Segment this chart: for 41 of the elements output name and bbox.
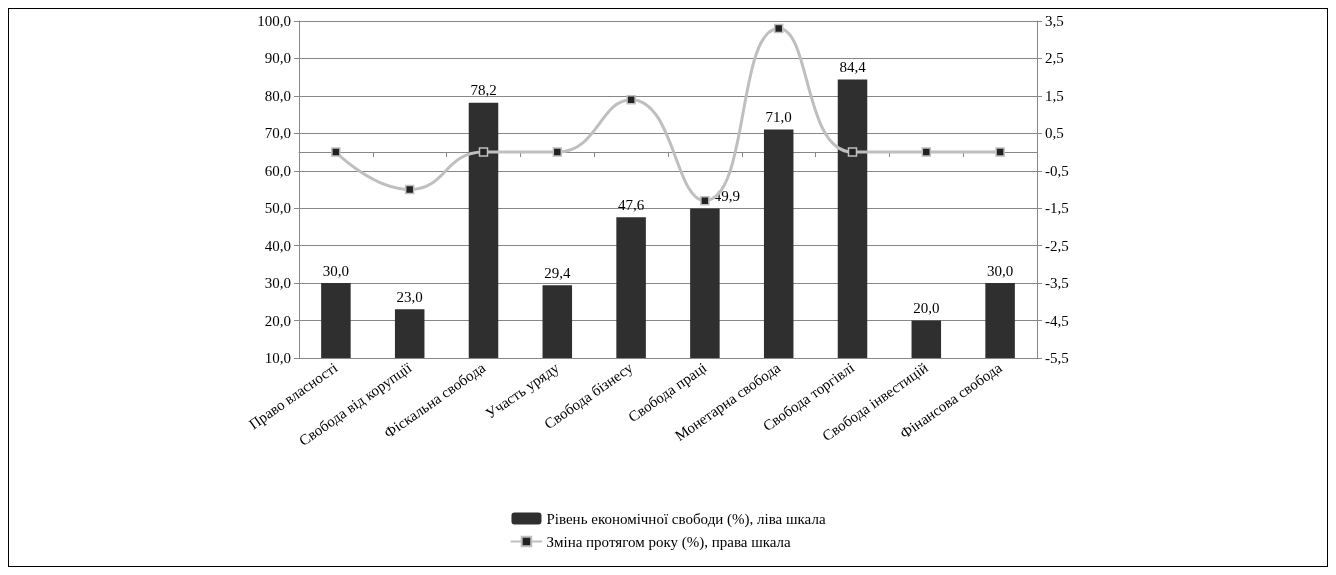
point — [847, 147, 858, 157]
point — [404, 184, 415, 195]
y2-tick-label: -4,5 — [1045, 312, 1069, 329]
y2-tick-label: -0,5 — [1045, 162, 1069, 179]
y-tick-label: 90,0 — [264, 50, 291, 67]
data-label: 30,0 — [322, 262, 350, 279]
data-label: 78,2 — [470, 82, 497, 99]
y2-tick-label: -1,5 — [1045, 200, 1069, 217]
data-label: 84,4 — [839, 58, 867, 75]
y2-tick-label: -5,5 — [1045, 350, 1069, 366]
point — [331, 147, 341, 157]
point — [921, 147, 932, 157]
y2-tick-label: 2,5 — [1045, 50, 1064, 67]
data-label: 20,0 — [913, 300, 940, 317]
y-tick-label: 20,0 — [264, 312, 291, 329]
y-tick-label: 30,0 — [264, 275, 291, 292]
point — [773, 23, 784, 34]
data-label: 47,6 — [617, 196, 645, 213]
point — [700, 195, 710, 206]
point — [626, 94, 636, 105]
point — [995, 147, 1005, 157]
y-tick-label: 10,0 — [264, 350, 291, 366]
y-tick-label: 50,0 — [264, 200, 291, 217]
y-tick-label: 40,0 — [264, 237, 291, 254]
y2-tick-label: -2,5 — [1045, 237, 1069, 254]
y-tick-label: 60,0 — [264, 162, 291, 179]
legend-label: Зміна протягом року (%), права шкала — [546, 533, 792, 551]
data-label: 71,0 — [765, 109, 792, 126]
y-tick-label: 100,0 — [257, 13, 291, 29]
y2-tick-label: 1,5 — [1045, 87, 1064, 104]
point — [478, 147, 489, 157]
data-label: 30,0 — [986, 262, 1014, 279]
y2-tick-label: 3,5 — [1045, 13, 1064, 29]
data-label: 29,4 — [544, 264, 571, 281]
y2-tick-label: 0,5 — [1045, 125, 1064, 142]
data-label: 23,0 — [396, 288, 423, 305]
y2-tick-label: -3,5 — [1045, 275, 1069, 292]
y-tick-label: 80,0 — [264, 87, 291, 104]
point — [552, 147, 563, 157]
legend-label: Рівень економічної свободи (%), ліва шкала — [546, 510, 826, 528]
y-tick-label: 70,0 — [264, 125, 291, 142]
